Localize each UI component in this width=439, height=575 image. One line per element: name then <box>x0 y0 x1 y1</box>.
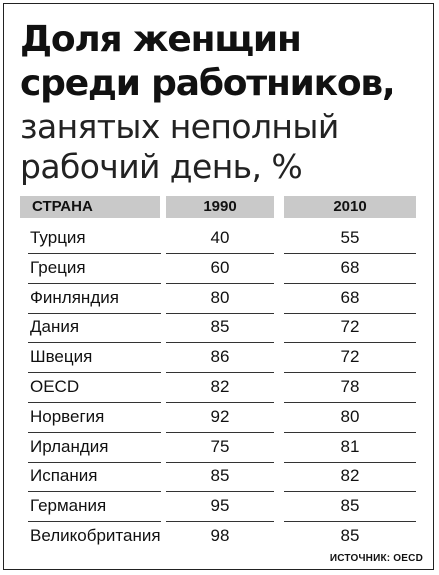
row-value-2010: 55 <box>340 228 360 247</box>
row-value-2010: 68 <box>340 287 360 307</box>
row-value-1990: 40 <box>210 228 230 247</box>
row-divider <box>28 372 161 374</box>
row-country: Норвегия <box>30 406 105 426</box>
row-value-2010: 72 <box>340 347 360 367</box>
row-divider <box>166 461 274 463</box>
chart-title-line2: среди работников, <box>20 63 396 104</box>
row-value-2010: 78 <box>340 377 360 396</box>
row-value-1990: 95 <box>210 496 230 516</box>
row-divider <box>166 282 274 284</box>
row-divider <box>284 431 416 433</box>
row-value-1990: 80 <box>210 287 230 307</box>
row-value-1990: 75 <box>210 436 230 456</box>
table-row: Греция 60 68 <box>0 256 439 286</box>
row-value-2010: 72 <box>340 317 360 337</box>
row-divider <box>284 342 416 344</box>
row-divider <box>166 431 274 433</box>
table-row: Норвегия 92 80 <box>0 405 439 435</box>
row-value-2010: 85 <box>340 496 360 516</box>
table-row: Турция 40 55 <box>0 226 439 256</box>
row-divider <box>284 521 416 523</box>
row-divider <box>284 461 416 463</box>
row-country: Германия <box>30 496 107 516</box>
row-country: Финляндия <box>30 287 119 307</box>
row-value-2010: 81 <box>340 436 360 456</box>
row-country: Испания <box>30 466 98 486</box>
row-country: Дания <box>30 317 80 337</box>
row-divider <box>28 521 161 523</box>
table-row: Ирландия 75 81 <box>0 435 439 465</box>
chart-subtitle-line1: занятых неполный <box>20 107 339 146</box>
header-1990: 1990 <box>166 196 274 218</box>
row-country: Ирландия <box>30 436 109 456</box>
row-divider <box>28 491 161 493</box>
row-divider <box>28 312 161 314</box>
row-country: Великобритания <box>30 526 161 545</box>
chart-subtitle-line2: рабочий день, % <box>20 147 303 186</box>
row-divider <box>284 372 416 374</box>
row-value-2010: 68 <box>340 257 360 277</box>
row-divider <box>166 372 274 374</box>
row-value-1990: 85 <box>210 317 230 337</box>
table-row: Швеция 86 72 <box>0 345 439 375</box>
row-country: Швеция <box>30 347 93 367</box>
row-value-2010: 80 <box>340 406 360 426</box>
row-value-1990: 82 <box>210 377 230 396</box>
row-divider <box>28 431 161 433</box>
row-value-1990: 86 <box>210 347 230 367</box>
row-value-2010: 85 <box>340 526 360 545</box>
row-divider <box>28 282 161 284</box>
header-2010: 2010 <box>284 196 416 218</box>
row-value-1990: 92 <box>210 406 230 426</box>
row-value-1990: 60 <box>210 257 230 277</box>
row-country: OECD <box>30 377 80 396</box>
table-row: Финляндия 80 68 <box>0 286 439 316</box>
row-divider <box>284 282 416 284</box>
row-value-1990: 85 <box>210 466 230 486</box>
row-divider <box>284 312 416 314</box>
row-divider <box>284 402 416 403</box>
row-divider <box>284 253 416 254</box>
row-divider <box>284 491 416 493</box>
table-row: Дания 85 72 <box>0 315 439 345</box>
table-row: OECD 82 78 <box>0 375 439 405</box>
table-row: Испания 85 82 <box>0 464 439 494</box>
row-divider <box>28 253 161 254</box>
row-divider <box>166 312 274 314</box>
row-divider <box>166 402 274 403</box>
header-country: СТРАНА <box>20 196 160 218</box>
row-divider <box>166 253 274 254</box>
table-row: Германия 95 85 <box>0 494 439 524</box>
row-country: Турция <box>30 228 86 247</box>
chart-title-line1: Доля женщин <box>20 19 302 60</box>
source-note: ИСТОЧНИК: OECD <box>329 553 423 564</box>
row-divider <box>166 521 274 523</box>
row-country: Греция <box>30 257 86 277</box>
row-value-2010: 82 <box>340 466 360 486</box>
table-row: Великобритания 98 85 <box>0 524 439 554</box>
row-divider <box>166 491 274 493</box>
row-divider <box>28 342 161 344</box>
row-divider <box>28 402 161 403</box>
chart-frame <box>3 3 434 570</box>
row-divider <box>28 461 161 463</box>
row-value-1990: 98 <box>210 526 230 545</box>
row-divider <box>166 342 274 344</box>
